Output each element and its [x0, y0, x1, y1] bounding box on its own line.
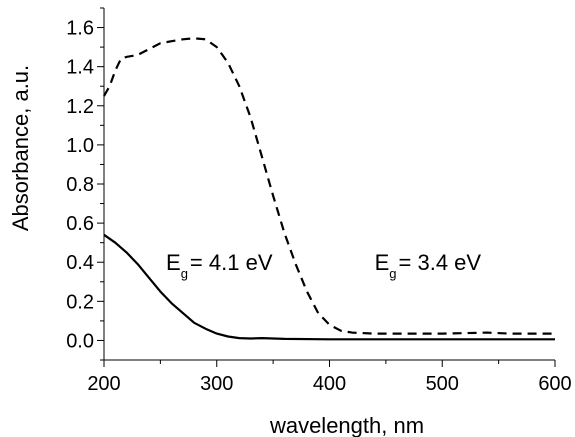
y-tick-label-5: 1.0: [66, 135, 94, 157]
x-tick-label-4: 600: [538, 373, 571, 395]
x-axis-label: wavelength, nm: [269, 413, 424, 437]
x-tick-label-0: 200: [87, 373, 120, 395]
series-line-solid: [103, 233, 555, 341]
plot-marks: [97, 7, 556, 367]
y-tick-label-3: 0.6: [66, 213, 94, 235]
x-tick-label-3: 500: [426, 373, 459, 395]
tick-labels: 200 300 400 500 600 0.0 0.2 0.4 0.6 0.8 1.0 1.2 1.4 1…: [66, 18, 572, 395]
x-tick-label-1: 300: [200, 373, 233, 395]
band-gap-annotation-1: Eg= 3.4 eV: [375, 250, 482, 281]
y-tick-label-4: 0.8: [66, 174, 94, 196]
y-tick-label-2: 0.4: [66, 252, 94, 274]
series-line-dashed: [103, 37, 555, 335]
annotations: Eg= 4.1 eV Eg= 3.4 eV: [166, 250, 481, 281]
x-tick-label-2: 400: [313, 373, 346, 395]
y-tick-label-8: 1.6: [66, 18, 94, 40]
y-tick-label-1: 0.2: [66, 291, 94, 313]
y-tick-label-0: 0.0: [66, 330, 94, 352]
y-tick-label-6: 1.2: [66, 96, 94, 118]
band-gap-annotation-0: Eg= 4.1 eV: [166, 250, 273, 281]
y-tick-label-7: 1.4: [66, 57, 94, 79]
y-axis-label: Absorbance, a.u.: [8, 65, 33, 231]
